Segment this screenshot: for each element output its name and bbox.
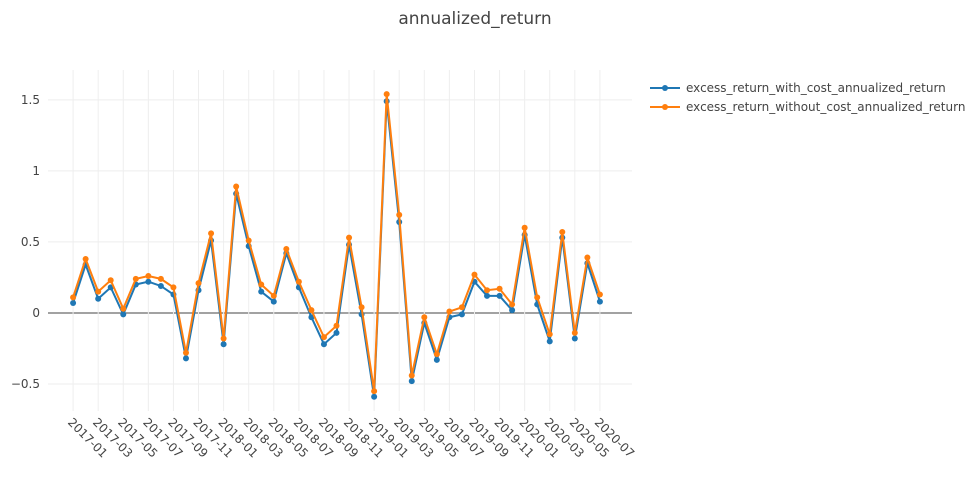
data-point xyxy=(220,341,227,348)
data-point xyxy=(82,255,89,262)
data-point xyxy=(484,287,491,294)
legend-marker xyxy=(662,104,668,110)
data-point xyxy=(408,372,415,379)
series-line xyxy=(72,94,601,392)
data-point xyxy=(95,288,102,295)
data-point xyxy=(433,351,440,358)
y-tick-label: 0.5 xyxy=(21,235,40,249)
data-point xyxy=(182,349,189,356)
data-point xyxy=(270,298,277,305)
data-point xyxy=(107,277,114,284)
data-point xyxy=(571,329,578,336)
data-point xyxy=(333,329,340,336)
data-point xyxy=(458,311,465,318)
data-point xyxy=(120,305,127,312)
data-point xyxy=(559,228,566,235)
data-point xyxy=(446,308,453,315)
data-point xyxy=(509,301,516,308)
legend-label: excess_return_without_cost_annualized_re… xyxy=(686,100,965,114)
data-point xyxy=(182,355,189,362)
data-point xyxy=(584,254,591,261)
y-tick-label: 1 xyxy=(32,164,40,178)
data-point xyxy=(258,288,265,295)
data-point xyxy=(546,331,553,338)
data-point xyxy=(233,183,240,190)
data-point xyxy=(220,335,227,342)
data-point xyxy=(596,291,603,298)
data-point xyxy=(471,271,478,278)
data-point xyxy=(70,294,77,301)
data-point xyxy=(571,335,578,342)
data-point xyxy=(458,304,465,311)
data-point xyxy=(596,298,603,305)
data-point xyxy=(496,292,503,299)
data-point xyxy=(157,275,164,282)
data-point xyxy=(509,307,516,314)
y-tick-label: −0.5 xyxy=(11,377,40,391)
data-point xyxy=(433,356,440,363)
data-point xyxy=(333,322,340,329)
data-point xyxy=(283,246,290,253)
data-point xyxy=(120,311,127,318)
data-point xyxy=(95,295,102,302)
data-point xyxy=(195,280,202,287)
data-point xyxy=(408,378,415,385)
data-point xyxy=(320,341,327,348)
data-point xyxy=(320,334,327,341)
data-point xyxy=(346,234,353,241)
data-point xyxy=(371,388,378,395)
data-point xyxy=(145,273,152,280)
data-point xyxy=(383,91,390,98)
data-point xyxy=(208,230,215,237)
legend-label: excess_return_with_cost_annualized_retur… xyxy=(686,81,946,95)
data-point xyxy=(484,292,491,299)
data-point xyxy=(270,292,277,299)
y-tick-label: 1.5 xyxy=(21,93,40,107)
data-point xyxy=(295,278,302,285)
data-point xyxy=(157,282,164,289)
data-point xyxy=(371,393,378,400)
data-point xyxy=(145,278,152,285)
data-point xyxy=(546,338,553,345)
legend-marker xyxy=(662,85,668,91)
data-point xyxy=(358,304,365,311)
y-tick-label: 0 xyxy=(32,306,40,320)
data-point xyxy=(70,300,77,307)
data-point xyxy=(258,281,265,288)
data-point xyxy=(245,237,252,244)
data-point xyxy=(308,314,315,321)
data-point xyxy=(132,275,139,282)
data-point xyxy=(308,307,315,314)
data-point xyxy=(170,284,177,291)
chart-title: annualized_return xyxy=(398,9,551,29)
data-point xyxy=(421,314,428,321)
data-point xyxy=(521,224,528,231)
data-point xyxy=(534,294,541,301)
data-point xyxy=(396,211,403,218)
data-point xyxy=(496,285,503,292)
